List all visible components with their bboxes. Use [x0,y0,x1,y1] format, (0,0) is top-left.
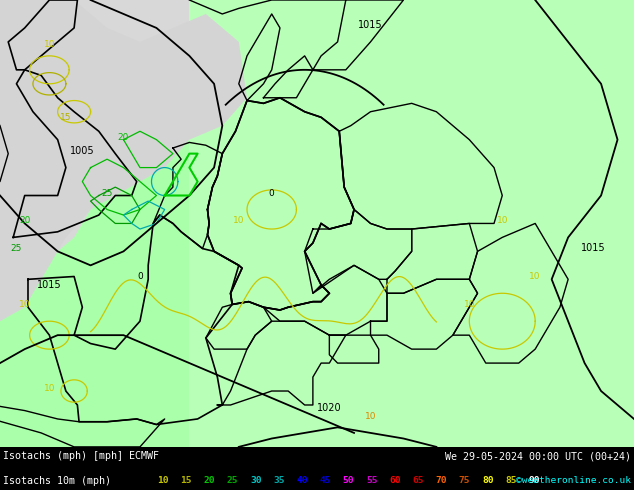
Text: 10: 10 [157,476,169,485]
Text: 80: 80 [482,476,493,485]
Text: 25: 25 [11,245,22,253]
Text: 1015: 1015 [581,244,605,253]
Text: 10: 10 [44,384,55,393]
Text: 70: 70 [436,476,447,485]
Text: 10: 10 [19,300,30,309]
Text: 55: 55 [366,476,377,485]
Polygon shape [190,0,634,447]
Text: 20: 20 [19,217,30,225]
Text: 0: 0 [137,272,143,281]
Text: 20: 20 [118,133,129,142]
Text: Isotachs (mph) [mph] ECMWF: Isotachs (mph) [mph] ECMWF [3,451,159,462]
Polygon shape [0,0,634,70]
Text: We 29-05-2024 00:00 UTC (00+24): We 29-05-2024 00:00 UTC (00+24) [445,451,631,462]
Polygon shape [0,0,634,447]
Text: 1005: 1005 [70,146,94,156]
Text: 85: 85 [505,476,517,485]
Text: 1015: 1015 [37,280,61,290]
Text: 15: 15 [60,113,72,122]
Polygon shape [0,0,634,447]
Text: 40: 40 [297,476,308,485]
Text: 10: 10 [496,217,508,225]
Text: 45: 45 [320,476,331,485]
Text: 65: 65 [412,476,424,485]
Text: 10: 10 [365,412,376,421]
Text: 10: 10 [44,41,55,49]
Text: 20: 20 [204,476,215,485]
Polygon shape [0,0,247,321]
Text: 35: 35 [273,476,285,485]
Text: 10: 10 [233,217,245,225]
Polygon shape [0,0,239,321]
Text: Isotachs 10m (mph): Isotachs 10m (mph) [3,475,111,486]
Text: 10: 10 [463,300,475,309]
Text: 75: 75 [459,476,470,485]
Text: 1015: 1015 [358,20,383,30]
Text: 0: 0 [269,189,275,197]
Text: 30: 30 [250,476,261,485]
Text: 10: 10 [529,272,541,281]
Text: 1020: 1020 [317,403,342,413]
Text: 25: 25 [101,189,113,197]
Text: 90: 90 [528,476,540,485]
Text: 60: 60 [389,476,401,485]
Text: 25: 25 [227,476,238,485]
Text: ©weatheronline.co.uk: ©weatheronline.co.uk [516,476,631,485]
Text: 15: 15 [181,476,192,485]
Text: 50: 50 [343,476,354,485]
